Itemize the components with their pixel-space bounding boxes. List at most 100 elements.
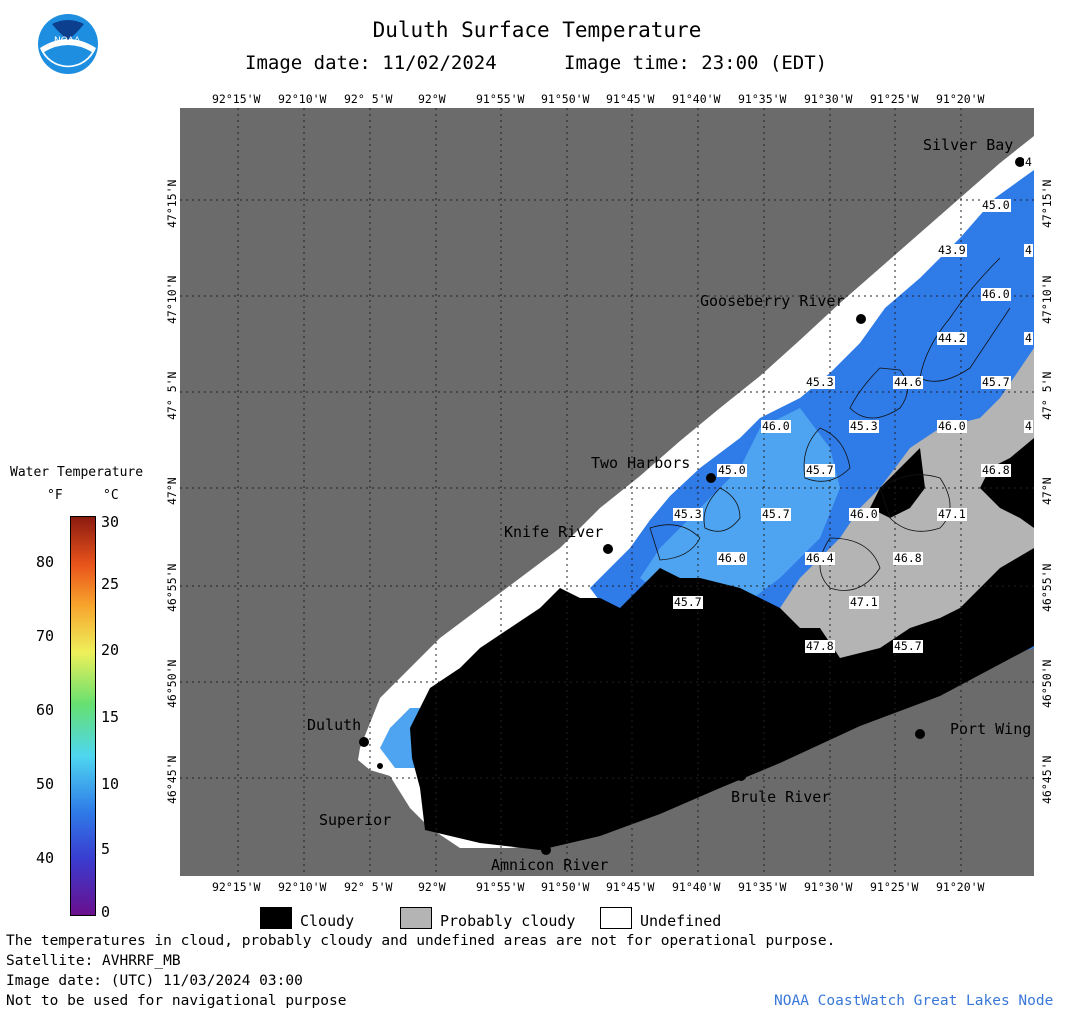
lat-label: 47°10'N — [1040, 275, 1054, 324]
water-light-area — [640, 408, 840, 608]
logo-text: NOAA — [54, 36, 81, 46]
place-label-silver-bay: Silver Bay — [923, 136, 1014, 154]
lon-label: 91°45'W — [606, 92, 655, 106]
contour-label: 45.0 — [717, 463, 747, 477]
contour-label: 45.3 — [849, 419, 879, 433]
contour-label: 47.8 — [805, 639, 835, 653]
contour-label: 45.7 — [805, 463, 835, 477]
disclaimer-text: The temperatures in cloud, probably clou… — [6, 933, 836, 949]
contour-label: 44.2 — [937, 331, 967, 345]
contour-label: 45.7 — [673, 595, 703, 609]
contour-label: 45.7 — [981, 375, 1011, 389]
lon-label: 92° 5'W — [344, 92, 393, 106]
c-tick-label: 20 — [101, 641, 120, 659]
c-tick-label: 0 — [101, 903, 111, 921]
legend-title: Water Temperature — [10, 465, 144, 480]
contour-label: 45.7 — [761, 507, 791, 521]
place-label-amnicon-river: Amnicon River — [491, 856, 609, 874]
image-time: Image time: 23:00 (EDT) — [564, 52, 828, 74]
legend-label-probably-cloudy: Probably cloudy — [440, 912, 576, 930]
lon-label: 91°30'W — [804, 880, 853, 894]
lon-label: 91°50'W — [541, 92, 590, 106]
lon-label: 91°55'W — [476, 880, 525, 894]
contour-label: 46.8 — [893, 551, 923, 565]
contour-label: 46.0 — [761, 419, 791, 433]
marker-knife-river — [603, 544, 613, 554]
contour-label: 46.8 — [981, 463, 1011, 477]
probably-cloudy-area — [780, 348, 1034, 678]
lon-label: 92°10'W — [278, 880, 327, 894]
f-tick-label: 70 — [36, 627, 55, 645]
c-tick-label: 15 — [101, 708, 120, 726]
place-label-port-wing: Port Wing — [950, 720, 1032, 738]
marker-brule-river — [736, 771, 746, 781]
map-panel[interactable]: Silver Bay Gooseberry River Two Harbors … — [180, 108, 1034, 876]
contour-label: 46.0 — [937, 419, 967, 433]
lon-label: 91°45'W — [606, 880, 655, 894]
c-tick-label: 10 — [101, 775, 120, 793]
swatch-probably-cloudy — [400, 907, 432, 929]
legend-label-cloudy: Cloudy — [300, 912, 355, 930]
contour-label: 45.3 — [673, 507, 703, 521]
marker-port-wing — [915, 729, 925, 739]
lon-label: 91°40'W — [672, 880, 721, 894]
cloudy-area — [410, 548, 1034, 850]
navigation-disclaimer: Not to be used for navigational purpose — [6, 993, 347, 1009]
noaa-logo-icon: NOAA — [36, 12, 100, 76]
lat-label: 47°N — [1040, 477, 1054, 505]
legend-unit-c: °C — [103, 488, 119, 503]
contour-label: 45.3 — [805, 375, 835, 389]
place-markers — [359, 157, 1025, 855]
place-label-two-harbors: Two Harbors — [591, 454, 691, 472]
lon-label: 91°20'W — [936, 92, 985, 106]
contour-label: 45.0 — [981, 198, 1011, 212]
lat-label: 46°55'N — [1040, 563, 1054, 612]
contour-label: 47.1 — [849, 595, 879, 609]
contour-label: 43.9 — [937, 243, 967, 257]
image-date: Image date: 11/02/2024 — [245, 52, 497, 74]
lon-label: 92°15'W — [212, 880, 261, 894]
place-label-gooseberry-river: Gooseberry River — [700, 292, 845, 310]
place-label-duluth: Duluth — [307, 716, 362, 734]
lon-label: 92°W — [418, 92, 446, 106]
place-label-superior: Superior — [319, 811, 392, 829]
c-tick-label: 25 — [101, 575, 120, 593]
lon-label: 91°35'W — [738, 880, 787, 894]
swatch-cloudy — [260, 907, 292, 929]
lon-label: 91°55'W — [476, 92, 525, 106]
marker-superior — [377, 763, 383, 769]
contour-label: 4 — [1024, 419, 1033, 433]
satellite-info: Satellite: AVHRRF_MB — [6, 953, 181, 969]
lat-label: 47°10'N — [165, 275, 179, 324]
marker-silver-bay — [1015, 157, 1025, 167]
marker-two-harbors — [706, 473, 716, 483]
contour-label: 46.0 — [981, 287, 1011, 301]
contour-label: 4 — [1024, 243, 1033, 257]
f-tick-label: 80 — [36, 553, 55, 571]
graticule — [180, 108, 1034, 876]
contour-label: 46.0 — [849, 507, 879, 521]
lat-label: 46°45'N — [1040, 755, 1054, 804]
contour-label: 4 — [1024, 155, 1033, 169]
legend-color-bar — [70, 516, 96, 916]
lon-label: 92°10'W — [278, 92, 327, 106]
f-tick-label: 40 — [36, 849, 55, 867]
contour-label: 46.4 — [805, 551, 835, 565]
lon-label: 92°W — [418, 880, 446, 894]
legend-unit-f: °F — [47, 488, 63, 503]
c-tick-label: 5 — [101, 840, 111, 858]
c-tick-label: 30 — [101, 513, 120, 531]
lon-label: 91°50'W — [541, 880, 590, 894]
place-label-brule-river: Brule River — [731, 788, 831, 806]
lat-label: 47°15'N — [1040, 179, 1054, 228]
lon-label: 91°40'W — [672, 92, 721, 106]
f-tick-label: 60 — [36, 701, 55, 719]
contour-label: 44.6 — [893, 375, 923, 389]
lon-label: 92° 5'W — [344, 880, 393, 894]
contour-label: 46.0 — [717, 551, 747, 565]
credit-link[interactable]: NOAA CoastWatch Great Lakes Node — [774, 993, 1054, 1009]
lat-label: 47° 5'N — [1040, 371, 1054, 420]
marker-gooseberry-river — [856, 314, 866, 324]
lat-label: 47° 5'N — [165, 371, 179, 420]
lon-label: 91°35'W — [738, 92, 787, 106]
